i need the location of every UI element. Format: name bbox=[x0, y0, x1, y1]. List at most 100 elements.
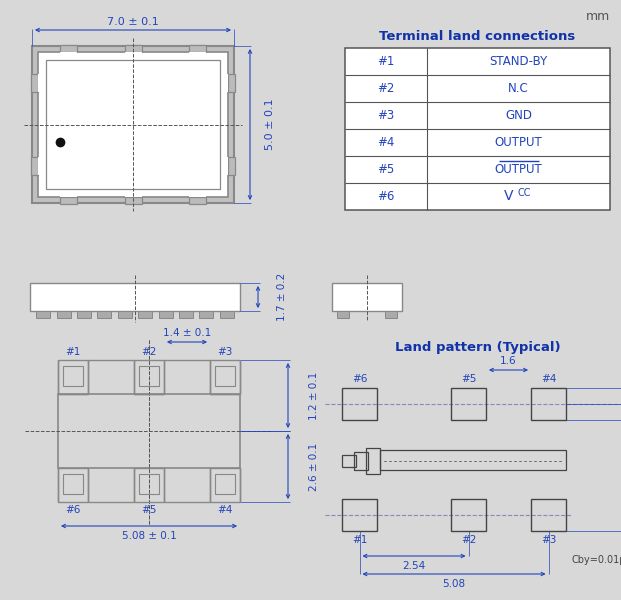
Text: mm: mm bbox=[586, 10, 610, 22]
Text: OUTPUT: OUTPUT bbox=[494, 163, 542, 176]
Bar bbox=[134, 468, 164, 502]
Bar bbox=[342, 455, 356, 467]
Bar bbox=[125, 45, 142, 52]
Bar bbox=[220, 311, 233, 318]
Text: #2: #2 bbox=[461, 535, 476, 545]
Bar bbox=[345, 48, 610, 210]
Bar bbox=[125, 193, 142, 197]
Bar bbox=[199, 311, 213, 318]
Text: #4: #4 bbox=[217, 505, 233, 515]
Text: V: V bbox=[504, 190, 513, 203]
Text: GND: GND bbox=[505, 109, 532, 122]
Bar bbox=[179, 311, 193, 318]
Text: Cby=0.01μF: Cby=0.01μF bbox=[571, 555, 621, 565]
Bar bbox=[125, 52, 142, 56]
Text: #6: #6 bbox=[378, 190, 395, 203]
Bar bbox=[60, 197, 77, 204]
Bar bbox=[451, 499, 486, 531]
Bar bbox=[46, 60, 220, 189]
Bar bbox=[189, 197, 206, 204]
Bar bbox=[189, 52, 206, 56]
Text: #3: #3 bbox=[217, 347, 233, 357]
Text: 1.4 ± 0.1: 1.4 ± 0.1 bbox=[163, 328, 211, 338]
Bar bbox=[32, 46, 234, 203]
Text: #6: #6 bbox=[65, 505, 81, 515]
Bar bbox=[38, 157, 42, 175]
Bar bbox=[158, 311, 173, 318]
Bar bbox=[63, 366, 83, 386]
Text: #1: #1 bbox=[65, 347, 81, 357]
Bar bbox=[38, 52, 228, 197]
Bar bbox=[380, 449, 566, 469]
Text: #5: #5 bbox=[461, 374, 476, 384]
Bar bbox=[451, 388, 486, 420]
Text: #3: #3 bbox=[541, 535, 556, 545]
Bar bbox=[189, 193, 206, 197]
Text: 5.0 ± 0.1: 5.0 ± 0.1 bbox=[265, 98, 275, 151]
Bar bbox=[125, 197, 142, 204]
Bar bbox=[215, 474, 235, 494]
Bar bbox=[224, 74, 228, 92]
Text: #3: #3 bbox=[378, 109, 394, 122]
Bar bbox=[354, 451, 368, 469]
Bar bbox=[189, 45, 206, 52]
Bar bbox=[57, 311, 71, 318]
Text: Land pattern (Typical): Land pattern (Typical) bbox=[395, 341, 561, 355]
Bar bbox=[224, 157, 228, 175]
Text: #1: #1 bbox=[378, 55, 395, 68]
Bar bbox=[77, 311, 91, 318]
Text: 1.2 ± 0.1: 1.2 ± 0.1 bbox=[309, 371, 319, 419]
Bar bbox=[58, 394, 240, 468]
Bar bbox=[139, 366, 159, 386]
Bar bbox=[342, 499, 377, 531]
Bar bbox=[30, 283, 240, 311]
Text: STAND-BY: STAND-BY bbox=[489, 55, 548, 68]
Bar bbox=[38, 74, 42, 92]
Text: #4: #4 bbox=[541, 374, 556, 384]
Bar bbox=[31, 157, 38, 175]
Text: #5: #5 bbox=[378, 163, 394, 176]
Text: #2: #2 bbox=[142, 347, 156, 357]
Text: N.C: N.C bbox=[508, 82, 529, 95]
Bar bbox=[134, 360, 164, 394]
Text: #2: #2 bbox=[378, 82, 395, 95]
Bar bbox=[228, 74, 235, 92]
Bar bbox=[63, 474, 83, 494]
Bar bbox=[531, 499, 566, 531]
Bar bbox=[531, 388, 566, 420]
Bar bbox=[58, 468, 88, 502]
Text: Terminal land connections: Terminal land connections bbox=[379, 31, 576, 43]
Bar bbox=[342, 388, 377, 420]
Bar bbox=[118, 311, 132, 318]
Bar bbox=[37, 311, 50, 318]
Bar bbox=[385, 311, 397, 318]
Text: #1: #1 bbox=[352, 535, 367, 545]
Bar bbox=[139, 474, 159, 494]
Text: OUTPUT: OUTPUT bbox=[494, 136, 542, 149]
Bar bbox=[60, 193, 77, 197]
Bar bbox=[332, 283, 402, 311]
Bar bbox=[337, 311, 349, 318]
Text: 5.08: 5.08 bbox=[442, 579, 466, 589]
Bar bbox=[215, 366, 235, 386]
Text: 1.7 ± 0.2: 1.7 ± 0.2 bbox=[277, 273, 287, 321]
Text: 7.0 ± 0.1: 7.0 ± 0.1 bbox=[107, 17, 159, 27]
Text: 2.54: 2.54 bbox=[402, 561, 425, 571]
Bar bbox=[138, 311, 152, 318]
Bar bbox=[60, 52, 77, 56]
Text: 2.6 ± 0.1: 2.6 ± 0.1 bbox=[309, 442, 319, 491]
Bar bbox=[228, 157, 235, 175]
Bar bbox=[97, 311, 111, 318]
Bar bbox=[31, 74, 38, 92]
Text: 5.08 ± 0.1: 5.08 ± 0.1 bbox=[122, 531, 176, 541]
Text: CC: CC bbox=[518, 188, 531, 199]
Bar bbox=[210, 468, 240, 502]
Text: 1.6: 1.6 bbox=[500, 356, 517, 366]
Bar bbox=[366, 448, 380, 473]
Text: #4: #4 bbox=[378, 136, 395, 149]
Text: #5: #5 bbox=[142, 505, 156, 515]
Bar bbox=[60, 45, 77, 52]
Bar bbox=[58, 360, 88, 394]
Bar bbox=[210, 360, 240, 394]
Text: #6: #6 bbox=[352, 374, 367, 384]
